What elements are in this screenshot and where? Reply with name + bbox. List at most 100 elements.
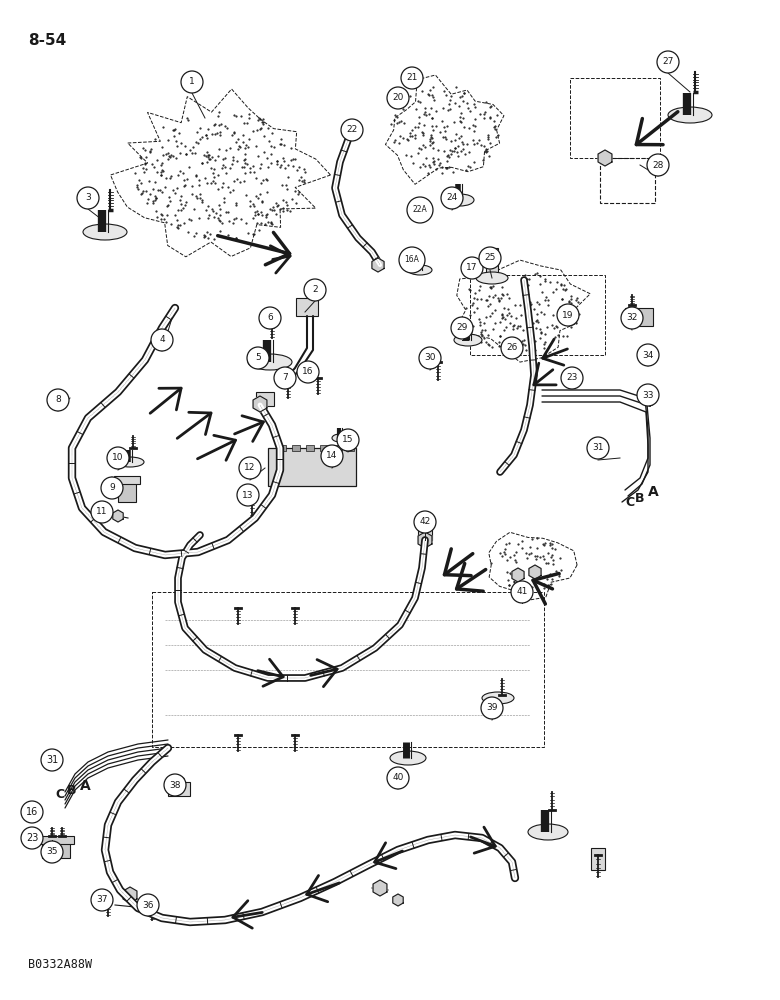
Point: [487, 289, 499, 305]
Point: [530, 540, 543, 556]
Point: [448, 114, 460, 130]
Point: [441, 148, 453, 164]
Bar: [470, 275, 605, 355]
Point: [181, 110, 193, 126]
Circle shape: [237, 484, 259, 506]
Point: [548, 320, 561, 336]
Point: [179, 177, 191, 193]
Polygon shape: [253, 396, 267, 412]
Point: [482, 336, 495, 352]
Point: [424, 129, 437, 145]
Point: [251, 190, 264, 206]
Point: [167, 182, 179, 198]
Point: [523, 294, 536, 310]
Point: [463, 282, 476, 298]
Point: [196, 192, 208, 208]
Point: [138, 164, 151, 180]
Point: [160, 214, 172, 230]
Circle shape: [107, 447, 129, 469]
Point: [468, 136, 480, 152]
Point: [514, 318, 526, 334]
Point: [243, 198, 256, 214]
Point: [495, 306, 508, 322]
Point: [254, 160, 267, 176]
Point: [427, 150, 439, 166]
Point: [549, 318, 562, 334]
Text: 19: 19: [562, 310, 574, 320]
Point: [136, 185, 148, 201]
Point: [475, 137, 488, 153]
Point: [144, 143, 156, 159]
Point: [161, 207, 173, 223]
Point: [443, 159, 456, 175]
Point: [568, 300, 580, 316]
Point: [525, 545, 537, 561]
Point: [452, 148, 465, 164]
Point: [261, 206, 273, 222]
Point: [247, 210, 260, 226]
Point: [274, 159, 286, 175]
Circle shape: [47, 389, 69, 411]
Point: [244, 164, 257, 180]
Point: [235, 108, 247, 124]
Point: [436, 113, 448, 129]
Point: [250, 215, 263, 231]
Point: [468, 290, 480, 306]
Point: [391, 115, 403, 131]
Point: [573, 306, 586, 322]
Text: 34: 34: [642, 351, 654, 360]
Point: [172, 167, 185, 183]
Point: [281, 202, 293, 218]
Point: [491, 107, 503, 123]
Point: [562, 302, 574, 318]
Point: [158, 179, 171, 195]
Point: [541, 555, 554, 571]
Point: [176, 202, 188, 218]
Point: [504, 315, 516, 331]
Point: [249, 207, 261, 223]
Point: [552, 565, 565, 581]
Point: [165, 147, 177, 163]
Point: [531, 562, 544, 578]
Point: [463, 144, 475, 160]
Point: [214, 201, 226, 217]
Polygon shape: [418, 532, 432, 548]
Point: [462, 100, 474, 116]
Point: [489, 315, 502, 331]
Circle shape: [21, 827, 43, 849]
Point: [403, 125, 416, 141]
Point: [440, 87, 452, 103]
Point: [534, 304, 547, 320]
Text: 30: 30: [424, 354, 436, 362]
Point: [545, 571, 558, 587]
Point: [207, 209, 220, 225]
Point: [502, 301, 514, 317]
Point: [402, 132, 414, 148]
Point: [414, 141, 427, 157]
Point: [144, 144, 157, 160]
Point: [427, 79, 439, 95]
Point: [193, 190, 206, 206]
Point: [526, 339, 538, 355]
Point: [151, 209, 163, 225]
Point: [139, 142, 151, 158]
Point: [437, 129, 449, 145]
Point: [217, 175, 229, 191]
Text: C: C: [625, 495, 634, 508]
Point: [427, 134, 439, 150]
Point: [506, 566, 519, 582]
Point: [175, 135, 187, 151]
Point: [388, 107, 401, 123]
Point: [417, 117, 430, 133]
Point: [397, 130, 410, 146]
Bar: [625, 308, 653, 326]
Point: [544, 537, 556, 553]
Point: [260, 207, 272, 223]
Point: [419, 100, 431, 116]
Point: [413, 115, 425, 131]
Point: [250, 203, 263, 219]
Point: [570, 315, 583, 331]
Point: [161, 145, 174, 161]
Point: [239, 146, 251, 162]
Point: [481, 292, 494, 308]
